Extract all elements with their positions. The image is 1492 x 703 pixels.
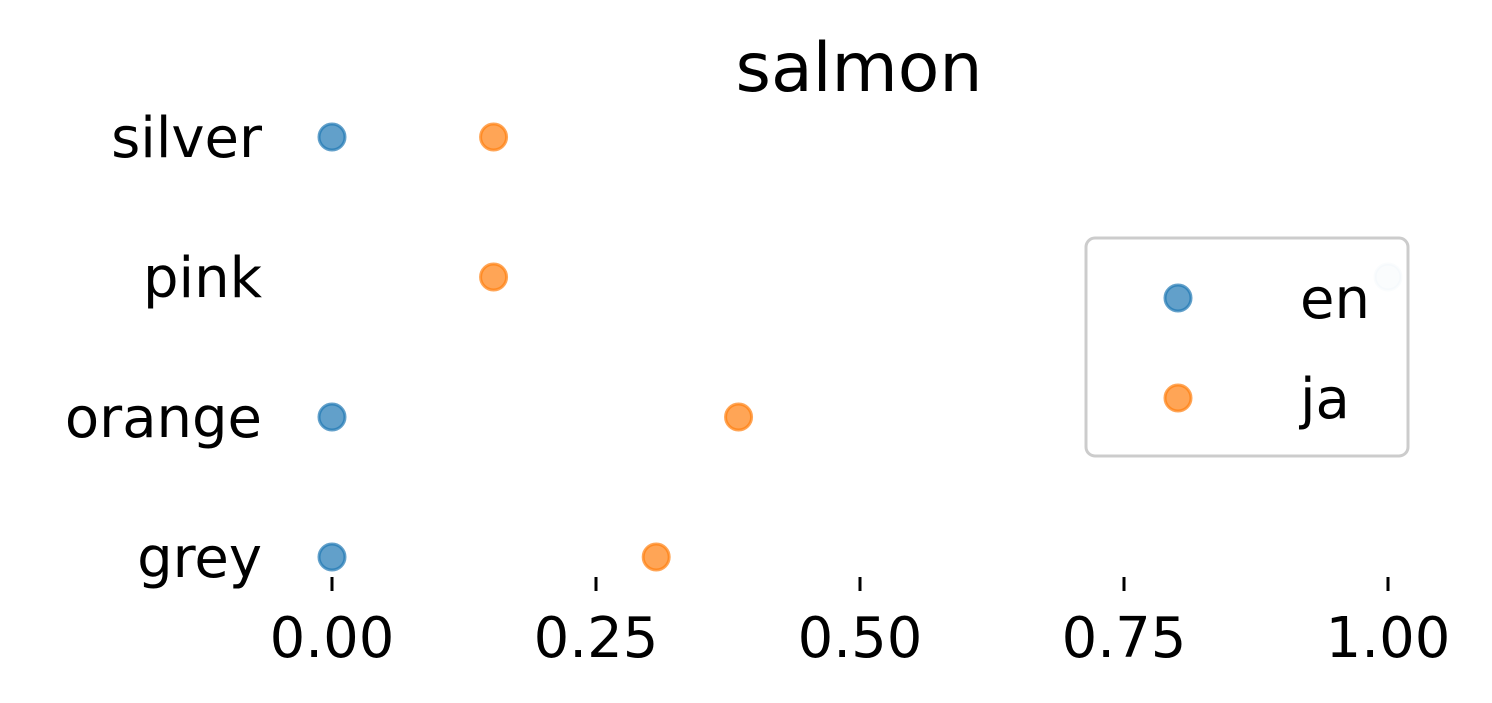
x-tick-label: 0.00	[270, 606, 395, 671]
category-label: grey	[137, 526, 262, 591]
data-point-ja	[479, 262, 509, 292]
x-axis: 0.00 0.25 0.50 0.75 1.00	[270, 577, 1451, 671]
data-point-en	[317, 122, 347, 152]
data-point-en	[317, 542, 347, 572]
legend-label-ja: ja	[1298, 367, 1350, 432]
x-tick-label: 1.00	[1326, 606, 1451, 671]
category-label: silver	[111, 106, 263, 171]
legend-marker-en	[1163, 283, 1193, 313]
category-label: pink	[143, 246, 263, 311]
data-points	[317, 122, 1403, 572]
data-point-ja	[479, 122, 509, 152]
x-tick-label: 0.50	[798, 606, 923, 671]
legend: en ja	[1084, 236, 1410, 458]
x-tick-label: 0.25	[534, 606, 659, 671]
data-point-en	[317, 402, 347, 432]
data-point-ja	[724, 402, 754, 432]
category-label: orange	[65, 386, 262, 451]
chart-title: salmon	[736, 29, 983, 108]
x-tick-label: 0.75	[1062, 606, 1187, 671]
legend-marker-ja	[1163, 383, 1193, 413]
data-point-ja	[641, 542, 671, 572]
legend-label-en: en	[1300, 267, 1370, 332]
category-axis-labels: silver pink orange grey	[65, 106, 263, 591]
